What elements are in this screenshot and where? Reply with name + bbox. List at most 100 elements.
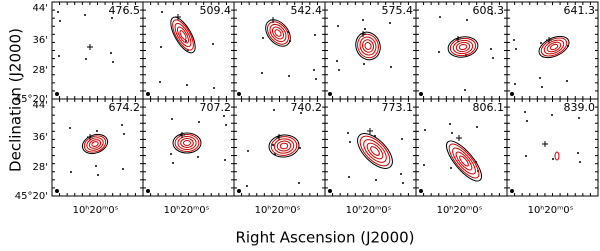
center-cross bbox=[87, 44, 93, 50]
noise-dot bbox=[110, 52, 112, 54]
noise-dot bbox=[313, 69, 315, 71]
noise-dot bbox=[524, 111, 526, 113]
noise-dot bbox=[476, 126, 478, 128]
noise-dot bbox=[197, 156, 199, 158]
contour bbox=[86, 137, 104, 151]
contour bbox=[554, 151, 560, 161]
contour bbox=[180, 138, 194, 148]
contours bbox=[268, 134, 300, 158]
center-cross bbox=[87, 134, 93, 140]
noise-dot bbox=[59, 20, 61, 22]
contours bbox=[355, 31, 381, 61]
noise-dot bbox=[389, 22, 391, 24]
noise-dot bbox=[525, 155, 527, 157]
noise-dot bbox=[84, 14, 86, 16]
velocity-label: 674.2 bbox=[109, 101, 141, 114]
noise-dot bbox=[552, 158, 554, 160]
noise-dot bbox=[273, 109, 275, 111]
contour bbox=[172, 132, 202, 154]
noise-dot bbox=[526, 120, 528, 122]
noise-dot bbox=[159, 81, 161, 83]
y-tick-label: 36' bbox=[33, 35, 48, 46]
y-axis-title: Declination (J2000) bbox=[7, 28, 25, 172]
noise-dot bbox=[212, 43, 214, 45]
noise-dot bbox=[171, 118, 173, 120]
contour bbox=[447, 36, 479, 58]
contour bbox=[540, 37, 568, 57]
velocity-label: 806.1 bbox=[473, 101, 505, 114]
noise-dot bbox=[69, 127, 71, 129]
contour bbox=[364, 42, 372, 50]
noise-dot bbox=[490, 48, 492, 50]
contour bbox=[179, 30, 187, 40]
contour bbox=[357, 133, 393, 169]
x-axis-title: Right Ascension (J2000) bbox=[235, 229, 414, 247]
noise-dot bbox=[491, 13, 493, 15]
noise-dot bbox=[261, 72, 263, 74]
center-cross bbox=[276, 134, 282, 140]
contour bbox=[359, 36, 377, 56]
noise-dot bbox=[492, 57, 494, 59]
velocity-label: 476.5 bbox=[109, 4, 141, 17]
noise-dot bbox=[541, 86, 543, 88]
noise-dot bbox=[57, 11, 59, 13]
noise-dot bbox=[451, 132, 453, 134]
y-tick-label: 44' bbox=[33, 100, 48, 111]
contour bbox=[452, 147, 476, 175]
contour bbox=[357, 33, 379, 59]
noise-dot bbox=[439, 16, 441, 18]
noise-dot bbox=[160, 46, 162, 48]
noise-dot bbox=[579, 161, 581, 163]
contour bbox=[370, 146, 380, 156]
center-cross bbox=[546, 37, 552, 43]
noise-dot bbox=[362, 19, 364, 21]
noise-dot bbox=[224, 159, 226, 161]
y-tick-label: 44' bbox=[33, 3, 48, 14]
contour bbox=[174, 134, 200, 152]
contour bbox=[458, 43, 468, 51]
contour bbox=[274, 29, 282, 37]
noise-dot bbox=[375, 179, 377, 181]
noise-dot bbox=[95, 165, 97, 167]
beam bbox=[55, 189, 59, 193]
contour bbox=[268, 134, 300, 158]
velocity-label: 773.1 bbox=[382, 101, 414, 114]
noise-dot bbox=[515, 48, 517, 50]
noise-dot bbox=[170, 153, 172, 155]
noise-dot bbox=[198, 121, 200, 123]
noise-dot bbox=[401, 138, 403, 140]
noise-dot bbox=[551, 114, 553, 116]
contour bbox=[455, 41, 471, 53]
contour bbox=[177, 26, 189, 44]
y-tick-label: 28' bbox=[33, 162, 48, 173]
noise-dot bbox=[223, 115, 225, 117]
noise-dot bbox=[300, 112, 302, 114]
center-cross bbox=[367, 128, 373, 134]
noise-dot bbox=[288, 75, 290, 77]
center-cross bbox=[456, 135, 462, 141]
noise-dot bbox=[246, 185, 248, 187]
contour bbox=[543, 39, 565, 55]
noise-dot bbox=[186, 84, 188, 86]
noise-dot bbox=[513, 39, 515, 41]
x-tick-label: 10ʰ20ᵐ0ˢ bbox=[528, 205, 574, 216]
x-tick-label: 10ʰ20ᵐ0ˢ bbox=[73, 205, 119, 216]
noise-dot bbox=[390, 66, 392, 68]
contour bbox=[174, 22, 192, 48]
noise-dot bbox=[348, 176, 350, 178]
contour bbox=[270, 136, 298, 156]
contour bbox=[361, 39, 375, 53]
velocity-label: 608.3 bbox=[473, 4, 505, 17]
contours bbox=[81, 133, 109, 155]
noise-dot bbox=[577, 152, 579, 154]
noise-dot bbox=[578, 117, 580, 119]
noise-dot bbox=[539, 77, 541, 79]
x-tick-label: 10ʰ20ᵐ0ˢ bbox=[346, 205, 392, 216]
center-cross bbox=[270, 17, 276, 23]
y-tick-label: 45°20' bbox=[15, 94, 48, 105]
noise-dot bbox=[247, 150, 249, 152]
velocity-label: 641.3 bbox=[564, 4, 596, 17]
y-tick-label: 45°20' bbox=[15, 191, 48, 202]
noise-dot bbox=[213, 87, 215, 89]
